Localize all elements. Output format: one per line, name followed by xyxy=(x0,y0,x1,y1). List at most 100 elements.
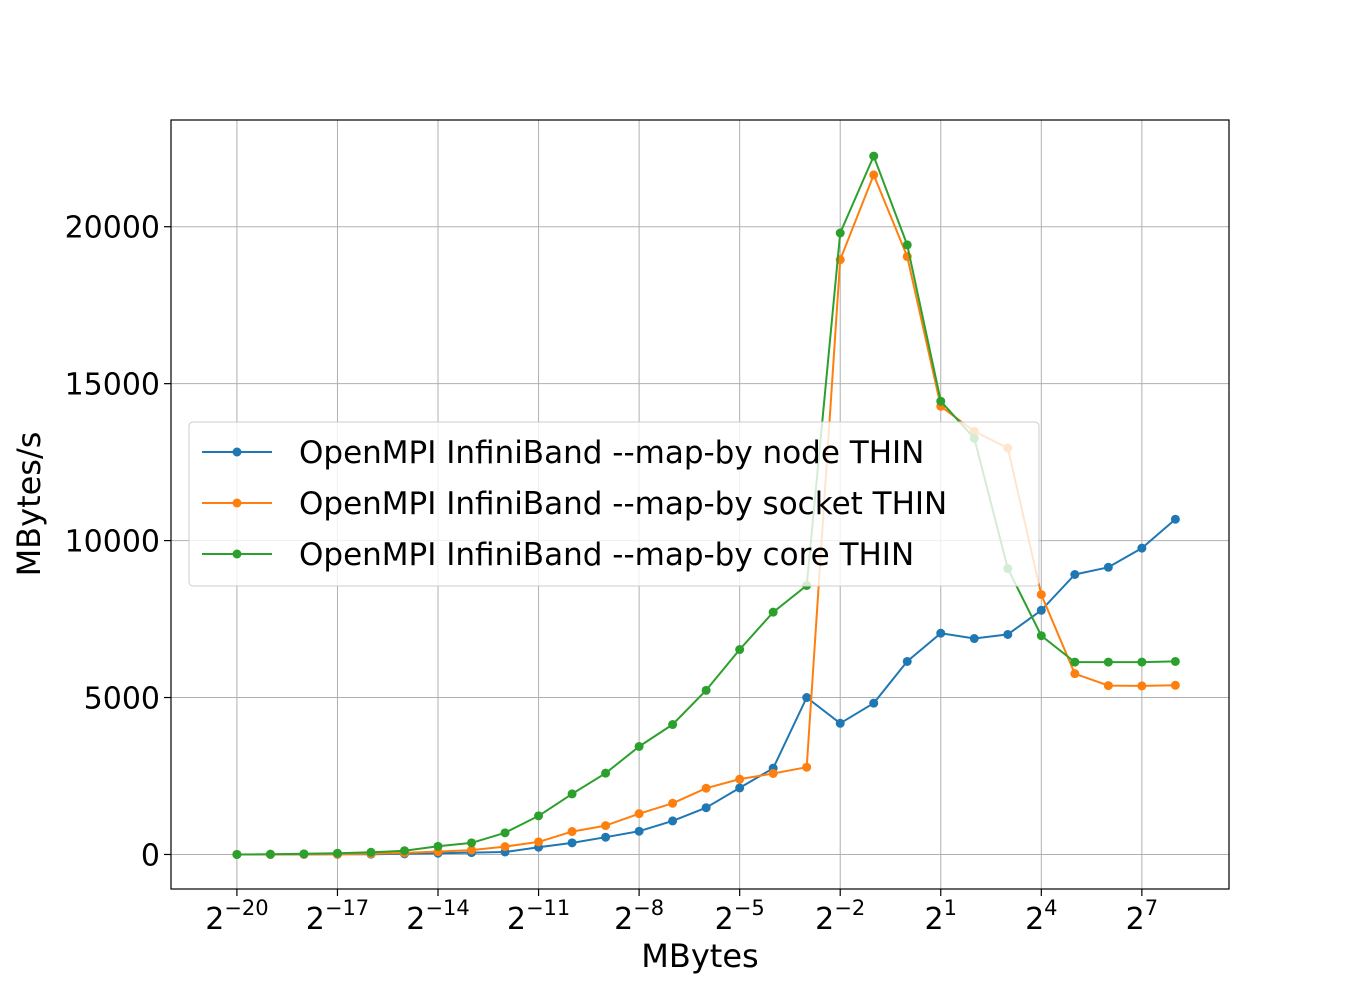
x-tick-label: 2−14 xyxy=(406,896,469,937)
legend-entry: OpenMPI InfiniBand --map-by socket THIN xyxy=(202,486,947,522)
x-tick-base: 2 xyxy=(925,902,944,937)
data-point xyxy=(467,838,477,848)
data-point xyxy=(1137,543,1147,553)
legend-entry: OpenMPI InfiniBand --map-by node THIN xyxy=(202,435,924,471)
data-point xyxy=(869,170,879,180)
x-tick-label: 2−11 xyxy=(507,896,570,937)
data-point xyxy=(567,838,577,848)
data-point xyxy=(735,645,745,655)
x-tick-base: 2 xyxy=(715,902,734,937)
x-tick-base: 2 xyxy=(306,902,325,937)
data-point xyxy=(1103,681,1113,691)
data-point xyxy=(802,693,812,703)
data-point xyxy=(969,634,979,644)
x-tick-base: 2 xyxy=(614,902,633,937)
y-axis-label: MBytes/s xyxy=(10,432,48,577)
data-point xyxy=(1036,590,1046,600)
y-tick-label: 20000 xyxy=(65,211,160,246)
legend-label: OpenMPI InfiniBand --map-by socket THIN xyxy=(299,486,947,522)
data-point xyxy=(232,849,242,859)
data-point xyxy=(701,685,711,695)
x-tick-exponent: −8 xyxy=(633,896,664,920)
x-tick-exponent: −20 xyxy=(224,896,268,920)
data-point xyxy=(1103,657,1113,667)
data-point xyxy=(869,151,879,161)
data-point xyxy=(869,698,879,708)
x-tick-base: 2 xyxy=(205,902,224,937)
x-tick-exponent: −11 xyxy=(526,896,570,920)
legend-marker xyxy=(232,447,242,457)
x-axis-label: MBytes xyxy=(641,937,758,975)
x-tick-label: 24 xyxy=(1025,896,1057,937)
data-point xyxy=(768,607,778,617)
x-tick-base: 2 xyxy=(507,902,526,937)
x-tick-label: 2−8 xyxy=(614,896,664,937)
data-point xyxy=(601,832,611,842)
x-tick-base: 2 xyxy=(1126,902,1145,937)
x-tick-exponent: 4 xyxy=(1044,896,1057,920)
data-point xyxy=(1137,681,1147,691)
axis-ticks: 2−20 2−17 2−14 2−11 2−8 2−5 2−2 21 24 27050001000… xyxy=(65,211,1159,937)
data-point xyxy=(701,783,711,793)
data-point xyxy=(1170,680,1180,690)
x-tick-base: 2 xyxy=(815,902,834,937)
x-tick-label: 2−2 xyxy=(815,896,865,937)
grid-lines xyxy=(171,120,1229,889)
data-point xyxy=(668,720,678,730)
legend-entry: OpenMPI InfiniBand --map-by core THIN xyxy=(202,537,914,573)
data-point xyxy=(534,837,544,847)
data-point xyxy=(634,741,644,751)
data-point xyxy=(902,240,912,250)
legend-label: OpenMPI InfiniBand --map-by node THIN xyxy=(299,435,924,471)
legend-box xyxy=(188,421,1040,587)
data-point xyxy=(601,821,611,831)
legend: OpenMPI InfiniBand --map-by node THIN Ope… xyxy=(188,421,1040,587)
data-point xyxy=(735,774,745,784)
data-point xyxy=(936,396,946,406)
data-point xyxy=(701,803,711,813)
y-tick-label: 0 xyxy=(141,838,160,873)
x-tick-exponent: −17 xyxy=(325,896,369,920)
data-point xyxy=(299,849,309,859)
data-point xyxy=(902,656,912,666)
data-point xyxy=(467,845,477,855)
data-point xyxy=(601,768,611,778)
x-tick-label: 27 xyxy=(1126,896,1158,937)
data-point xyxy=(1137,657,1147,667)
data-point xyxy=(1036,631,1046,641)
data-point xyxy=(500,842,510,852)
x-tick-label: 2−20 xyxy=(205,896,268,937)
x-tick-base: 2 xyxy=(406,902,425,937)
data-point xyxy=(1070,669,1080,679)
data-point xyxy=(1003,629,1013,639)
legend-marker xyxy=(232,498,242,508)
data-point xyxy=(265,849,275,859)
data-point xyxy=(567,789,577,799)
data-point xyxy=(1070,657,1080,667)
x-tick-label: 21 xyxy=(925,896,957,937)
x-tick-label: 2−17 xyxy=(306,896,369,937)
x-tick-exponent: 7 xyxy=(1145,896,1158,920)
x-tick-exponent: −14 xyxy=(425,896,469,920)
data-point xyxy=(634,826,644,836)
y-tick-label: 5000 xyxy=(84,682,160,717)
data-point xyxy=(835,718,845,728)
data-point xyxy=(634,809,644,819)
legend-label: OpenMPI InfiniBand --map-by core THIN xyxy=(299,537,914,573)
data-point xyxy=(802,762,812,772)
data-point xyxy=(936,628,946,638)
series-2 xyxy=(232,151,1180,859)
x-tick-exponent: 1 xyxy=(944,896,957,920)
data-point xyxy=(1170,514,1180,524)
data-point xyxy=(1036,605,1046,615)
data-point xyxy=(366,847,376,857)
data-point xyxy=(835,228,845,238)
data-point xyxy=(735,783,745,793)
data-point xyxy=(668,798,678,808)
data-point xyxy=(668,816,678,826)
x-tick-label: 2−5 xyxy=(715,896,765,937)
plot-area-frame xyxy=(170,119,1230,890)
data-point xyxy=(534,811,544,821)
data-point xyxy=(567,827,577,837)
